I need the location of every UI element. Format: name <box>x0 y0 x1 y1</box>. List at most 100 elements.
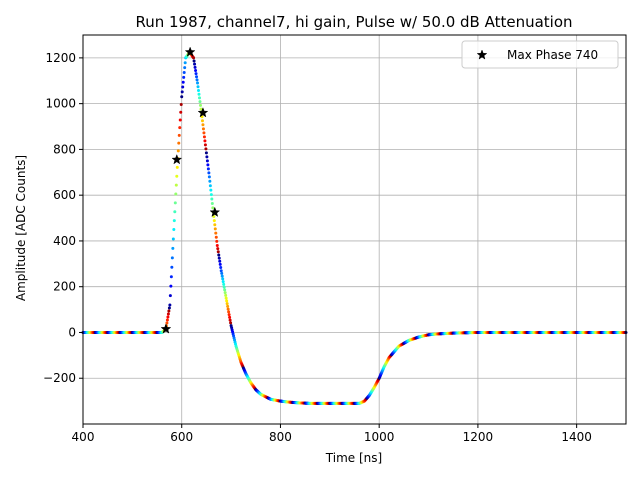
waveform-point <box>212 219 216 223</box>
waveform-point <box>216 247 220 251</box>
waveform-point <box>198 96 201 100</box>
x-tick-label: 400 <box>72 430 95 444</box>
waveform-point <box>226 304 230 308</box>
waveform-point <box>181 80 185 84</box>
max-phase-star <box>184 46 196 57</box>
legend-box <box>461 40 619 69</box>
max-phase-star <box>171 153 183 165</box>
waveform-point <box>220 274 224 278</box>
y-tick-label: 1200 <box>45 51 76 65</box>
waveform-point <box>166 315 170 319</box>
waveform-point <box>210 201 214 205</box>
waveform-point <box>207 171 211 175</box>
axes-frame <box>82 34 627 425</box>
waveform-point <box>195 75 199 79</box>
waveform-point <box>194 72 198 76</box>
waveform-point <box>168 303 172 307</box>
x-tick-label: 1000 <box>364 430 395 444</box>
y-tick-label: 800 <box>53 142 76 156</box>
waveform-point <box>201 127 205 131</box>
waveform-point <box>198 103 202 107</box>
waveform-point <box>205 155 209 159</box>
waveform-point <box>198 100 202 104</box>
waveform-point <box>207 175 211 179</box>
waveform-point <box>206 167 210 171</box>
waveform-point <box>225 302 229 306</box>
waveform-point <box>169 284 173 288</box>
y-tick-label: 600 <box>53 188 76 202</box>
waveform-point <box>182 70 186 74</box>
waveform-point <box>208 179 212 183</box>
max-phase-star <box>197 107 209 118</box>
waveform-point <box>220 271 224 275</box>
x-axis-label: Time [ns] <box>325 451 382 465</box>
waveform-point <box>196 81 200 85</box>
waveform-point <box>222 285 226 289</box>
waveform-point <box>219 269 223 273</box>
waveform-point <box>179 103 183 107</box>
waveform-point <box>196 85 200 89</box>
waveform-point <box>172 219 176 223</box>
waveform-point <box>223 288 227 292</box>
legend-label: Max Phase 740 <box>507 48 598 62</box>
waveform-point <box>176 149 180 153</box>
waveform-point <box>169 275 173 279</box>
waveform-point <box>165 318 169 322</box>
waveform-point <box>171 246 175 250</box>
waveform-point <box>183 61 187 65</box>
waveform-point <box>167 309 171 313</box>
waveform-point <box>228 318 232 322</box>
legend-star-shape <box>476 49 488 60</box>
waveform-point <box>209 188 213 192</box>
x-tick-label: 1400 <box>561 430 592 444</box>
max-phase-star <box>160 323 172 334</box>
y-tick-label: 400 <box>53 234 76 248</box>
waveform-point <box>180 95 184 99</box>
waveform-point <box>217 256 221 260</box>
waveform-point <box>218 259 222 263</box>
waveform-point <box>214 231 218 235</box>
waveform-point <box>201 123 205 127</box>
waveform-point <box>222 282 226 286</box>
waveform-point <box>208 184 212 188</box>
waveform-point <box>175 174 179 178</box>
waveform-point <box>165 321 169 325</box>
waveform-point <box>214 235 218 239</box>
waveform-point <box>182 75 186 79</box>
waveform-point <box>205 159 209 163</box>
waveform-point <box>180 90 184 94</box>
waveform-point <box>216 250 220 254</box>
waveform-point <box>170 256 174 260</box>
waveform-point <box>223 291 227 295</box>
waveform-point <box>227 310 231 314</box>
waveform-point <box>215 244 219 248</box>
chart-title: Run 1987, channel7, hi gain, Pulse w/ 50… <box>135 13 572 31</box>
waveform-point <box>206 163 210 167</box>
waveform-point <box>221 280 225 284</box>
max-phase-star <box>209 206 221 217</box>
waveform-point <box>173 201 177 205</box>
x-tick-label: 1200 <box>463 430 494 444</box>
waveform-point <box>178 118 182 122</box>
y-tick-label: 200 <box>53 280 76 294</box>
waveform-point <box>215 239 219 243</box>
waveform-point <box>177 133 181 137</box>
waveform-point <box>209 193 213 197</box>
y-tick-label: 1000 <box>45 97 76 111</box>
waveform-point <box>177 141 181 145</box>
waveform-point <box>199 107 203 111</box>
waveform-point <box>226 307 230 311</box>
waveform-point <box>175 165 179 169</box>
waveform-point <box>203 139 207 143</box>
waveform-point <box>224 296 228 300</box>
y-axis-label: Amplitude [ADC Counts] <box>14 155 28 301</box>
legend: Max Phase 740 <box>461 40 619 69</box>
waveform-point <box>218 262 222 266</box>
legend-star-icon <box>476 49 488 60</box>
y-tick-label: 0 <box>68 325 76 339</box>
waveform-point <box>229 321 233 325</box>
waveform-point <box>225 299 229 303</box>
waveform-point <box>213 227 217 231</box>
